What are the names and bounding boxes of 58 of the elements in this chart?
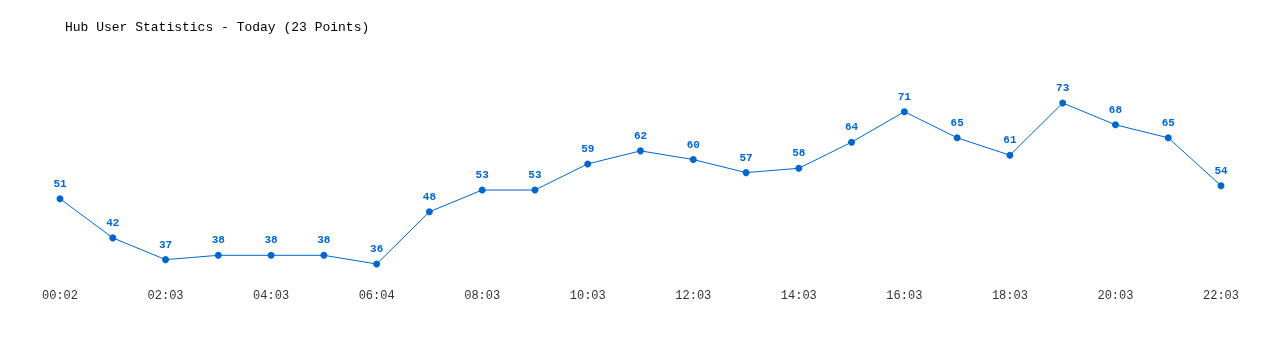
data-label: 65	[1161, 116, 1176, 129]
point	[1164, 134, 1172, 142]
data-label: 60	[686, 138, 700, 151]
x-tick-label: 22:03	[1202, 289, 1240, 303]
data-label: 38	[317, 234, 331, 247]
data-label: 57	[739, 151, 753, 164]
point	[689, 156, 697, 164]
point	[214, 251, 222, 259]
point	[56, 195, 64, 203]
data-label: 37	[158, 238, 173, 251]
data-label: 48	[422, 190, 437, 203]
point	[584, 160, 592, 168]
point	[373, 260, 381, 268]
x-tick-label: 00:02	[41, 289, 79, 303]
point	[742, 169, 750, 177]
point	[1006, 151, 1014, 159]
chart-title: Hub User Statistics - Today (23 Points)	[65, 20, 370, 35]
x-tick-label: 18:03	[991, 289, 1028, 303]
point	[900, 108, 908, 116]
point	[953, 134, 961, 142]
data-label: 42	[106, 216, 120, 229]
data-label: 51	[53, 177, 67, 190]
point	[1111, 121, 1119, 129]
data-label: 62	[633, 129, 648, 142]
data-label: 73	[1056, 82, 1070, 94]
point	[1217, 182, 1225, 190]
x-tick-label: 20:03	[1097, 289, 1134, 303]
data-label: 65	[950, 116, 965, 129]
data-label: 36	[370, 243, 384, 255]
x-tick-label: 10:03	[569, 289, 606, 303]
x-tick-label: 14:03	[780, 289, 817, 303]
data-label: 53	[528, 169, 542, 182]
point	[1059, 99, 1067, 107]
point	[637, 147, 644, 155]
point	[795, 164, 803, 172]
data-label: 53	[475, 169, 490, 182]
point	[848, 138, 856, 146]
point	[320, 251, 328, 259]
x-tick-label: 06:04	[358, 289, 395, 303]
x-tick-label: 12:03	[675, 289, 712, 303]
data-label: 68	[1108, 103, 1123, 116]
x-tick-label: 02:03	[147, 289, 184, 303]
point	[267, 251, 275, 259]
point	[109, 234, 117, 242]
data-label: 54	[1214, 164, 1228, 177]
x-tick-label: 16:03	[886, 289, 923, 303]
point	[162, 256, 170, 264]
data-label: 64	[844, 121, 859, 134]
x-tick-label: 04:03	[253, 289, 290, 303]
data-label: 59	[581, 142, 595, 155]
data-label: 58	[792, 147, 806, 160]
data-label: 71	[897, 90, 912, 103]
x-tick-label: 08:03	[464, 289, 501, 303]
point	[478, 186, 486, 194]
data-label: 61	[1003, 134, 1017, 147]
point	[425, 208, 433, 216]
data-label: 38	[211, 234, 226, 247]
data-label: 38	[264, 234, 279, 247]
